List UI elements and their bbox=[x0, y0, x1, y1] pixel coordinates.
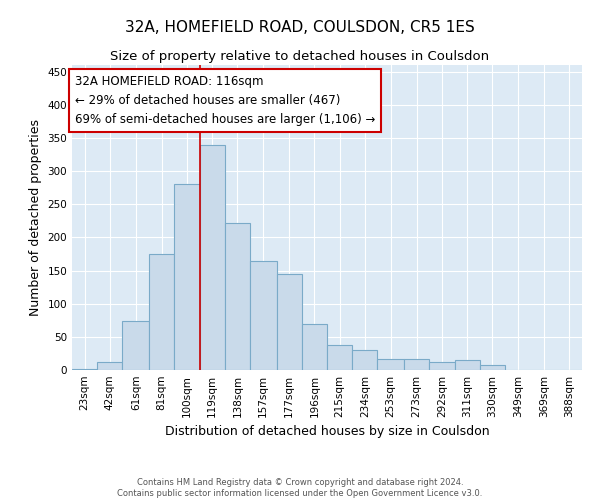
Bar bbox=[122, 321, 149, 370]
Bar bbox=[377, 358, 404, 370]
Bar bbox=[97, 362, 122, 370]
Bar bbox=[455, 360, 480, 370]
Bar bbox=[199, 144, 225, 370]
Bar bbox=[429, 362, 455, 370]
X-axis label: Distribution of detached houses by size in Coulsdon: Distribution of detached houses by size … bbox=[164, 426, 490, 438]
Bar bbox=[174, 184, 199, 370]
Bar bbox=[352, 350, 377, 370]
Bar bbox=[404, 358, 429, 370]
Bar bbox=[250, 260, 277, 370]
Text: Contains HM Land Registry data © Crown copyright and database right 2024.
Contai: Contains HM Land Registry data © Crown c… bbox=[118, 478, 482, 498]
Text: 32A HOMEFIELD ROAD: 116sqm
← 29% of detached houses are smaller (467)
69% of sem: 32A HOMEFIELD ROAD: 116sqm ← 29% of deta… bbox=[74, 75, 375, 126]
Text: Size of property relative to detached houses in Coulsdon: Size of property relative to detached ho… bbox=[110, 50, 490, 63]
Bar bbox=[149, 254, 174, 370]
Text: 32A, HOMEFIELD ROAD, COULSDON, CR5 1ES: 32A, HOMEFIELD ROAD, COULSDON, CR5 1ES bbox=[125, 20, 475, 35]
Bar bbox=[327, 345, 352, 370]
Bar bbox=[225, 223, 250, 370]
Bar bbox=[302, 324, 327, 370]
Bar bbox=[72, 368, 97, 370]
Y-axis label: Number of detached properties: Number of detached properties bbox=[29, 119, 42, 316]
Bar bbox=[480, 366, 505, 370]
Bar bbox=[277, 274, 302, 370]
